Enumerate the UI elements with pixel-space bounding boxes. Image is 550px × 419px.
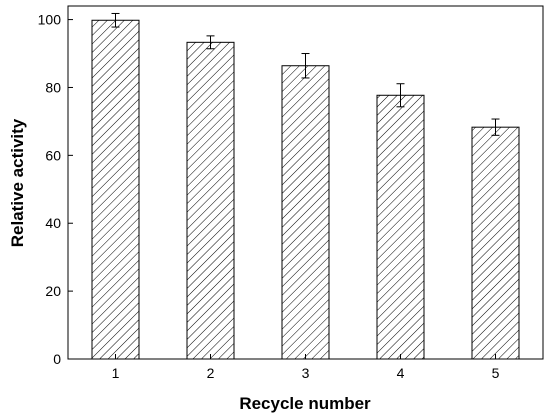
y-axis-ticks: 0 20 40 60 80 100 bbox=[38, 12, 73, 367]
y-tick-label-0: 0 bbox=[53, 351, 61, 367]
bar-2 bbox=[186, 41, 235, 360]
x-axis-title: Recycle number bbox=[239, 394, 371, 413]
bar-1 bbox=[91, 19, 140, 360]
y-tick-label-20: 20 bbox=[45, 283, 61, 299]
x-axis-ticks: 1 2 3 4 5 bbox=[112, 354, 500, 381]
bar-4 bbox=[376, 94, 425, 360]
y-tick-label-40: 40 bbox=[45, 215, 61, 231]
y-axis-title: Relative activity bbox=[8, 118, 27, 247]
x-tick-label-5: 5 bbox=[492, 365, 500, 381]
x-tick-label-4: 4 bbox=[397, 365, 405, 381]
x-tick-label-1: 1 bbox=[112, 365, 120, 381]
x-tick-label-3: 3 bbox=[302, 365, 310, 381]
y-tick-label-80: 80 bbox=[45, 79, 61, 95]
error-bars-group bbox=[111, 12, 500, 136]
x-tick-label-2: 2 bbox=[207, 365, 215, 381]
bar-5 bbox=[471, 126, 520, 360]
y-tick-label-60: 60 bbox=[45, 147, 61, 163]
bar-3 bbox=[281, 65, 330, 360]
y-tick-label-100: 100 bbox=[38, 12, 62, 28]
